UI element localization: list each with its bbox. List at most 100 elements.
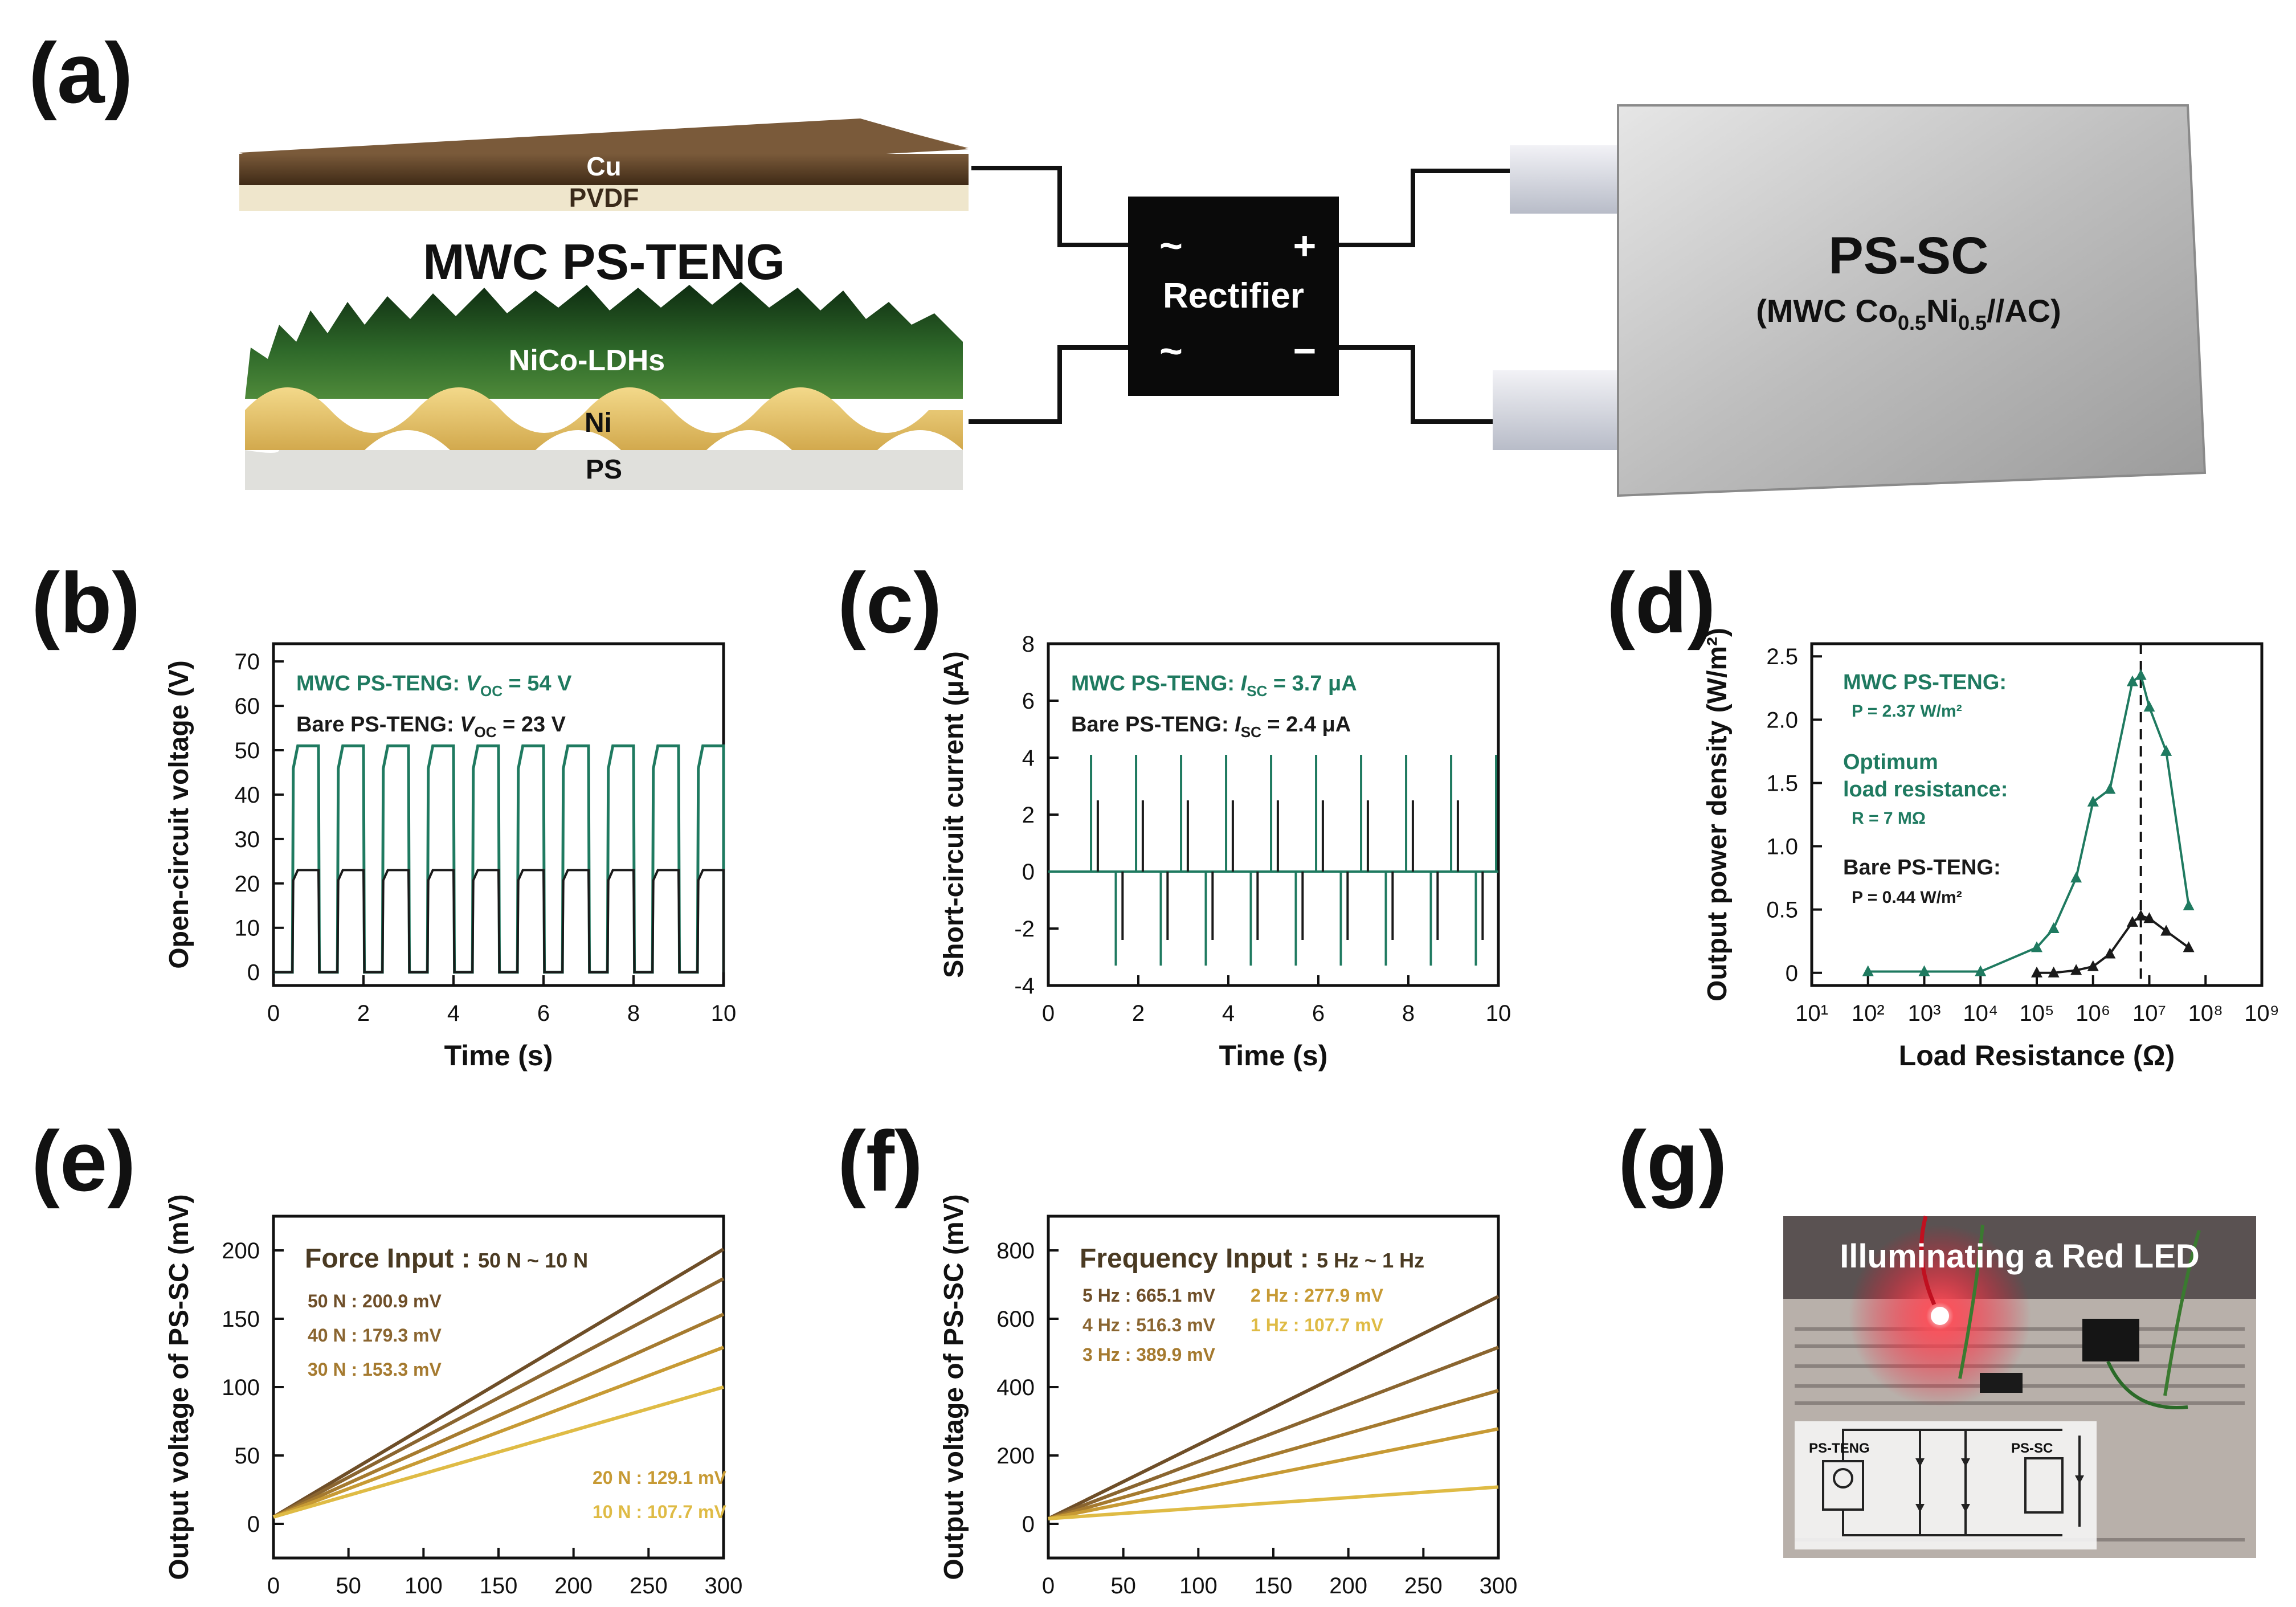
series-5-hz	[1047, 1295, 1500, 1520]
chart-title: Force Input : 50 N ~ 10 N	[305, 1244, 588, 1274]
x-tick-label: 0	[267, 1001, 280, 1026]
data-point	[2135, 669, 2147, 680]
legend-entry: 30 N : 153.3 mV	[308, 1359, 442, 1380]
x-tick-label: 150	[480, 1573, 518, 1598]
ps-label: PS	[586, 455, 622, 485]
sc-tab-top	[1510, 145, 1624, 214]
data-point	[2183, 899, 2195, 910]
data-point	[2070, 872, 2082, 883]
series-3-hz	[1048, 1389, 1499, 1520]
x-tick-label: 10¹	[1795, 1001, 1828, 1026]
ni-label: Ni	[585, 408, 612, 438]
y-tick-label: -4	[1014, 974, 1035, 999]
x-tick-label: 2	[1132, 1001, 1145, 1026]
y-tick-label: -2	[1014, 917, 1035, 942]
pvdf-label: PVDF	[569, 183, 639, 212]
x-tick-label: 6	[537, 1001, 550, 1026]
data-point	[2160, 925, 2172, 936]
data-point	[2048, 922, 2060, 933]
rectifier-box	[1128, 197, 1339, 396]
y-tick-label: 0	[1022, 1512, 1035, 1537]
sc-subtitle: (MWC Co0.5Ni0.5//AC)	[1756, 293, 2061, 334]
data-point	[2087, 960, 2099, 971]
x-tick-label: 50	[336, 1573, 361, 1598]
panel-label-e: (e)	[31, 1113, 136, 1209]
data-point	[1975, 965, 1987, 976]
y-tick-label: 2	[1022, 803, 1035, 828]
annotation-3: load resistance:	[1843, 778, 2008, 802]
x-tick-label: 10⁶	[2076, 1001, 2110, 1026]
x-tick-label: 8	[1402, 1001, 1415, 1026]
data-point	[2183, 941, 2195, 952]
y-tick-label: 4	[1022, 746, 1035, 771]
photo-title: Illuminating a Red LED	[1840, 1238, 2200, 1275]
y-tick-label: 60	[235, 694, 260, 719]
circuit-diodes	[1915, 1458, 2084, 1512]
ldh-layer	[245, 282, 963, 399]
y-tick-label: 2.0	[1766, 708, 1798, 733]
series-10-n	[273, 1385, 724, 1519]
data-point	[2070, 964, 2082, 975]
series-20-n	[272, 1346, 725, 1519]
x-tick-label: 250	[630, 1573, 668, 1598]
x-tick-label: 10	[1486, 1001, 1511, 1026]
y-tick-label: 10	[235, 916, 260, 941]
data-point	[1918, 965, 1930, 976]
annotation-1: Bare PS-TENG: ISC = 2.4 μA	[1071, 713, 1351, 741]
cu-layer	[239, 154, 969, 185]
y-axis-title: Output voltage of PS-SC (mV)	[164, 1194, 194, 1580]
x-tick-label: 300	[1480, 1573, 1518, 1598]
legend-entry: 50 N : 200.9 mV	[308, 1291, 442, 1311]
y-axis-title: Open-circuit voltage (V)	[164, 660, 194, 968]
legend-entry: 1 Hz : 107.7 mV	[1251, 1315, 1384, 1335]
x-tick-label: 2	[357, 1001, 370, 1026]
x-tick-label: 10⁹	[2244, 1001, 2279, 1026]
x-tick-label: 100	[405, 1573, 443, 1598]
y-tick-label: 0	[247, 1512, 260, 1537]
panel-label-f: (f)	[837, 1113, 923, 1209]
y-tick-label: 40	[235, 783, 260, 808]
data-point	[2126, 915, 2138, 927]
x-tick-label: 10⁸	[2188, 1001, 2223, 1026]
y-tick-label: 1.0	[1766, 835, 1798, 860]
x-tick-label: 300	[705, 1573, 743, 1598]
cu-label: Cu	[586, 152, 621, 181]
panel-label-g: (g)	[1618, 1113, 1727, 1209]
data-point	[2160, 745, 2172, 756]
annotation-5: Bare PS-TENG:	[1843, 856, 2001, 880]
x-tick-label: 10³	[1908, 1001, 1941, 1026]
x-tick-label: 0	[1042, 1001, 1055, 1026]
data-point	[2126, 675, 2138, 686]
annotation-0: MWC PS-TENG:	[1843, 670, 2007, 694]
x-tick-label: 4	[1222, 1001, 1235, 1026]
legend-entry: 3 Hz : 389.9 mV	[1082, 1344, 1216, 1365]
circuit-wiring	[1822, 1429, 2081, 1536]
y-tick-label: 20	[235, 872, 260, 897]
x-tick-label: 6	[1312, 1001, 1325, 1026]
chart-title: Frequency Input : 5 Hz ~ 1 Hz	[1080, 1244, 1424, 1274]
annotation-1: P = 2.37 W/m²	[1852, 702, 1962, 721]
sc-body	[1617, 104, 2207, 497]
panel-label-c: (c)	[837, 555, 942, 651]
y-tick-label: 600	[996, 1307, 1035, 1332]
y-axis-title: Output voltage of PS-SC (mV)	[939, 1194, 969, 1580]
y-tick-label: 400	[996, 1375, 1035, 1400]
circuit-inset	[1795, 1421, 2097, 1549]
rectifier-minus: −	[1293, 329, 1317, 373]
circuit-label-teng: PS-TENG	[1809, 1441, 1870, 1456]
y-tick-label: 200	[996, 1444, 1035, 1469]
legend-entry: 4 Hz : 516.3 mV	[1082, 1315, 1216, 1335]
x-tick-label: 8	[627, 1001, 640, 1026]
x-tick-label: 0	[1042, 1573, 1055, 1598]
legend-entry: 40 N : 179.3 mV	[308, 1325, 442, 1346]
rectifier-ac1: ~	[1159, 223, 1183, 268]
panel-g-photo: Illuminating a Red LED PS-TENG PS-SC	[1783, 1216, 2256, 1558]
circuit-label-sc: PS-SC	[2011, 1441, 2053, 1456]
series-4-hz	[1047, 1346, 1500, 1520]
y-tick-label: 70	[235, 649, 260, 674]
teng-title: MWC PS-TENG	[423, 234, 785, 290]
x-tick-label: 200	[554, 1573, 593, 1598]
y-tick-label: 30	[235, 827, 260, 852]
chart-b: 0 2 4 6 8 10 0 10 20 30 40 50 60 70 Time (s) Open-circu…	[164, 642, 736, 1072]
